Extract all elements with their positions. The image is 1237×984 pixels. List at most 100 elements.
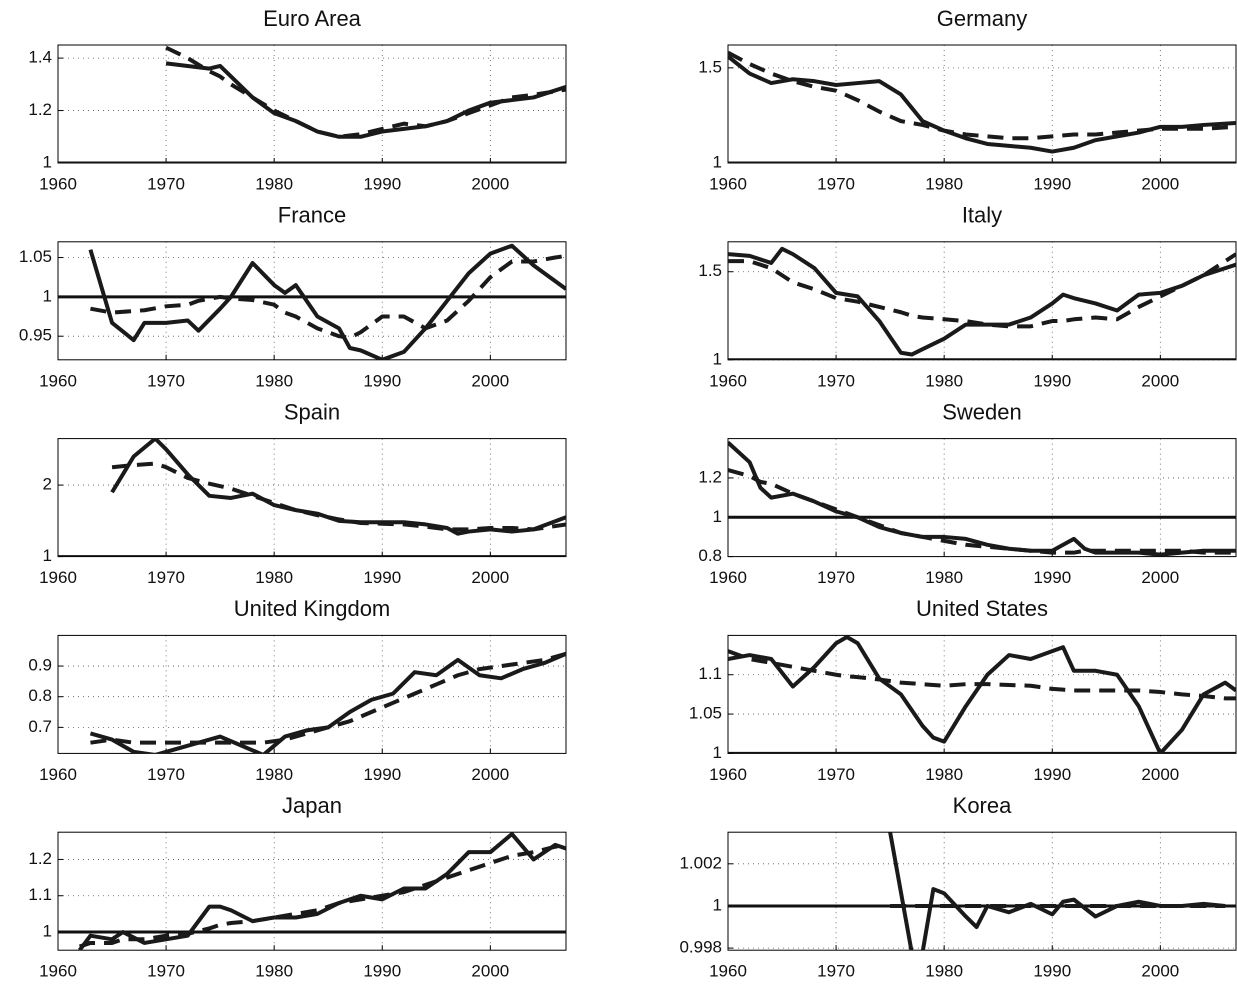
plot-content xyxy=(728,635,1236,754)
dashed-line xyxy=(728,468,1236,555)
x-tick-label: 1990 xyxy=(1033,371,1071,390)
x-tick-label: 1970 xyxy=(817,765,855,784)
plot-content xyxy=(58,45,566,163)
x-tick-label: 1980 xyxy=(255,371,293,390)
x-tick-label: 1960 xyxy=(709,371,747,390)
axes-frame xyxy=(727,831,1237,951)
panel: Korea 1960 1970 1980 1990 2000 0.998 1 1.002 xyxy=(679,793,1237,981)
x-tick-label: 1960 xyxy=(39,962,77,981)
y-tick-label: 1.2 xyxy=(28,100,52,119)
dashed-line xyxy=(728,649,1236,701)
axes-frame xyxy=(57,831,567,951)
plot-area xyxy=(58,438,566,557)
y-tick-label: 1.5 xyxy=(698,57,722,76)
panel-title: Spain xyxy=(284,399,340,424)
x-tick-label: 1960 xyxy=(709,174,747,193)
panel: United States 1960 1970 1980 1990 2000 1 1.05 1.… xyxy=(689,596,1237,784)
y-tick-label: 0.998 xyxy=(679,938,722,957)
axes-frame xyxy=(57,634,567,754)
axes-frame xyxy=(727,438,1237,558)
y-tick-label: 0.8 xyxy=(698,546,722,565)
panel-title: Korea xyxy=(953,793,1012,818)
plot-content xyxy=(58,832,566,951)
x-tick-label: 1960 xyxy=(709,765,747,784)
y-tick-label: 1.5 xyxy=(698,261,722,280)
y-tick-label: 1 xyxy=(713,349,722,368)
y-tick-label: 0.95 xyxy=(19,326,52,345)
x-tick-label: 1990 xyxy=(1033,174,1071,193)
plot-content xyxy=(728,441,1236,557)
panel: Japan 1960 1970 1980 1990 2000 1 1.1 1.2 xyxy=(28,793,567,981)
plot-content xyxy=(89,651,566,754)
plot-area xyxy=(728,45,1236,163)
panel: Euro Area 1960 1970 1980 1990 2000 1 1.2 1.4 xyxy=(28,6,567,193)
panel-title: Japan xyxy=(282,793,342,818)
y-tick-label: 1 xyxy=(713,895,722,914)
x-tick-label: 1970 xyxy=(817,371,855,390)
panel-title: Sweden xyxy=(942,399,1022,424)
x-tick-label: 1960 xyxy=(39,371,77,390)
y-tick-label: 1 xyxy=(713,743,722,762)
panel-title: Germany xyxy=(937,6,1027,31)
x-tick-label: 1980 xyxy=(925,174,963,193)
y-tick-label: 0.8 xyxy=(28,686,52,705)
plot-content xyxy=(58,243,566,360)
dashed-line xyxy=(165,45,566,139)
x-tick-label: 1990 xyxy=(363,371,401,390)
panel: France 1960 1970 1980 1990 2000 0.95 1 1.05 xyxy=(19,203,567,390)
y-tick-label: 1 xyxy=(713,152,722,171)
x-tick-label: 2000 xyxy=(1141,371,1179,390)
y-tick-label: 0.7 xyxy=(28,717,52,736)
panel: Italy 1960 1970 1980 1990 2000 1 1.5 xyxy=(698,203,1237,390)
x-tick-label: 1970 xyxy=(147,765,185,784)
y-tick-label: 1.05 xyxy=(689,704,722,723)
x-tick-label: 1960 xyxy=(39,765,77,784)
x-tick-label: 1990 xyxy=(363,765,401,784)
panel-title: Euro Area xyxy=(263,6,362,31)
dashed-line xyxy=(728,50,1236,141)
plot-content xyxy=(728,832,1236,951)
x-tick-label: 1980 xyxy=(255,962,293,981)
x-tick-label: 1990 xyxy=(1033,962,1071,981)
axes-frame xyxy=(57,241,567,361)
x-tick-label: 2000 xyxy=(1141,568,1179,587)
panel-title: United Kingdom xyxy=(234,596,391,621)
x-tick-label: 1960 xyxy=(709,962,747,981)
x-tick-label: 1980 xyxy=(255,174,293,193)
x-tick-label: 1970 xyxy=(147,962,185,981)
y-tick-label: 1.05 xyxy=(19,247,52,266)
panel-title: France xyxy=(278,203,346,228)
x-tick-label: 1970 xyxy=(147,174,185,193)
y-tick-label: 1.1 xyxy=(28,885,52,904)
panel: Sweden 1960 1970 1980 1990 2000 0.8 1 1.2 xyxy=(698,399,1237,587)
dashed-line xyxy=(90,253,566,340)
solid-line xyxy=(88,243,566,360)
x-tick-label: 1990 xyxy=(363,568,401,587)
panel: Spain 1960 1970 1980 1990 2000 1 2 xyxy=(39,399,567,587)
plot-area xyxy=(728,438,1236,557)
x-tick-label: 2000 xyxy=(471,568,509,587)
x-tick-label: 1980 xyxy=(255,568,293,587)
panel: United Kingdom 1960 1970 1980 1990 2000 0.7 0.8… xyxy=(28,596,567,784)
x-tick-label: 1980 xyxy=(925,765,963,784)
x-tick-label: 1970 xyxy=(147,371,185,390)
x-tick-label: 1990 xyxy=(363,174,401,193)
x-tick-label: 2000 xyxy=(1141,765,1179,784)
y-tick-label: 1 xyxy=(43,546,52,565)
y-tick-label: 0.9 xyxy=(28,656,52,675)
x-tick-label: 1960 xyxy=(39,174,77,193)
solid-line xyxy=(728,441,1236,557)
plot-area xyxy=(58,241,566,360)
panel: Germany 1960 1970 1980 1990 2000 1 1.5 xyxy=(698,6,1237,193)
x-tick-label: 1980 xyxy=(925,568,963,587)
solid-line xyxy=(78,832,566,951)
plot-area xyxy=(58,635,566,754)
solid-line xyxy=(728,635,1236,754)
x-tick-label: 1970 xyxy=(817,962,855,981)
solid-line xyxy=(728,246,1236,357)
x-tick-label: 2000 xyxy=(471,371,509,390)
x-tick-label: 1990 xyxy=(1033,765,1071,784)
x-tick-label: 1970 xyxy=(147,568,185,587)
panel-title: Italy xyxy=(962,203,1002,228)
